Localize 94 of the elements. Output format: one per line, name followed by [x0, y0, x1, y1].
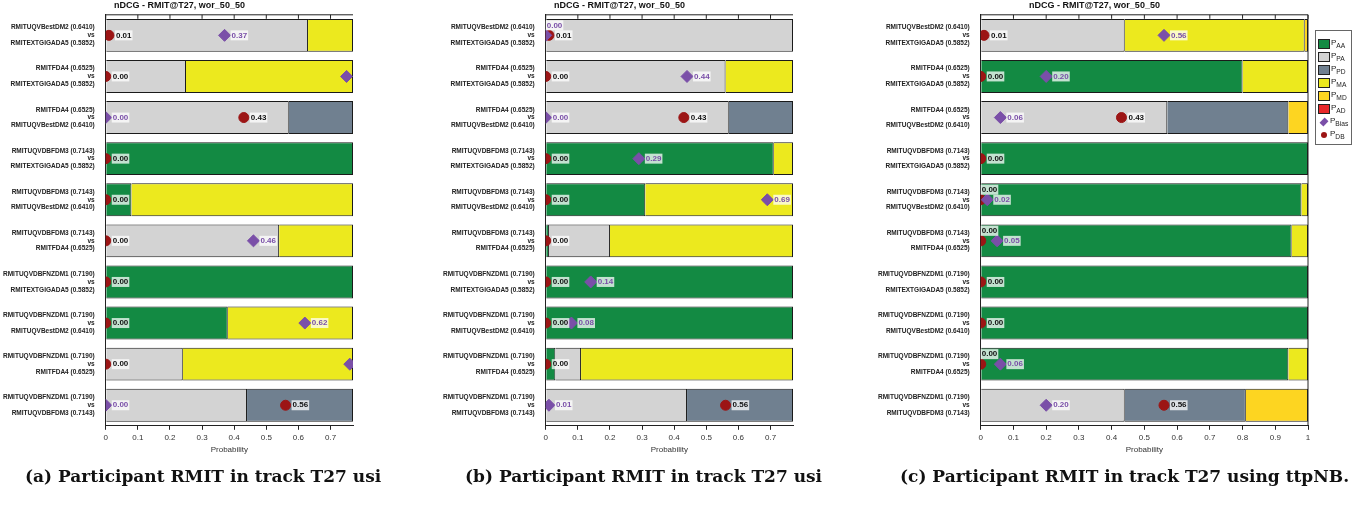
chart-title: nDCG - RMIT@T27, wor_50_50 — [1029, 0, 1160, 10]
x-tick-label: 0.5 — [1138, 432, 1151, 442]
x-tick-label: 1 — [1305, 432, 1311, 442]
data-label: 0.56 — [1171, 30, 1188, 40]
x-axis-title: Probability — [650, 445, 689, 455]
data-label: 0.01 — [991, 30, 1008, 40]
chart-title: nDCG - RMIT@T27, wor_50_50 — [114, 0, 245, 10]
data-label: 0.62 — [311, 318, 328, 328]
data-label: 0.02 — [994, 194, 1011, 204]
data-label: 0.06 — [1007, 359, 1024, 369]
data-label: 0.00 — [112, 400, 129, 410]
x-tick-label: 0.7 — [1204, 432, 1216, 442]
x-tick-label: 0.1 — [1007, 432, 1020, 442]
data-label: 0.00 — [987, 318, 1004, 328]
data-label: 0.00 — [112, 236, 129, 246]
data-label: 0.08 — [578, 318, 595, 328]
chart-title: nDCG - RMIT@T27, wor_50_50 — [554, 0, 685, 10]
legend-label: P$_{PD}$ — [1331, 64, 1346, 75]
x-tick-label: 0.7 — [324, 432, 337, 442]
data-label: 0.00 — [981, 226, 998, 236]
x-tick-label: 0.3 — [636, 432, 649, 442]
data-label: 0.00 — [552, 236, 569, 246]
x-tick-label: 0.6 — [732, 432, 745, 442]
data-label: 0.00 — [112, 277, 129, 287]
x-tick-label: 0.6 — [292, 432, 305, 442]
data-label: 0.00 — [987, 153, 1004, 163]
data-label: 0.69 — [774, 194, 791, 204]
data-label: 0.37 — [231, 30, 248, 40]
x-tick-label: 0.5 — [260, 432, 273, 442]
x-tick-label: 0.2 — [1040, 432, 1053, 442]
data-label: 0.20 — [1053, 71, 1070, 81]
data-label: 0.00 — [552, 153, 569, 163]
x-tick-label: 0.2 — [164, 432, 177, 442]
data-label: 0.43 — [690, 112, 707, 122]
data-label: 0.00 — [112, 71, 129, 81]
data-label: 0.01 — [115, 30, 133, 40]
x-tick-label: 0.7 — [764, 432, 777, 442]
data-label: 0.14 — [597, 277, 614, 287]
data-label: 0.00 — [552, 359, 569, 369]
data-label: 0.00 — [112, 153, 129, 163]
data-label: 0.44 — [694, 71, 711, 81]
data-label: 0.00 — [112, 112, 129, 122]
data-label: 0.00 — [112, 359, 129, 369]
data-label: 0.00 — [987, 277, 1004, 287]
text: (c) Participant RMIT in track T27 using ttpNB. — [900, 466, 1350, 486]
x-tick-label: 0.1 — [132, 432, 144, 442]
x-axis-title: Probability — [210, 445, 249, 455]
x-axis-title: Probability — [1125, 445, 1164, 455]
legend-label: P$_{Bias}$ — [1330, 116, 1349, 127]
x-tick-label: 0.5 — [700, 432, 713, 442]
legend-label: P$_{MA}$ — [1331, 77, 1347, 88]
data-label: 0.43 — [250, 112, 267, 122]
x-tick-label: 0 — [103, 432, 109, 442]
x-tick-label: 0.8 — [1236, 432, 1249, 442]
x-tick-label: 0.3 — [196, 432, 209, 442]
text: (b) Participant RMIT in track T27 usi — [465, 466, 823, 486]
data-label: 0.00 — [987, 71, 1004, 81]
legend-label: P$_{MD}$ — [1331, 90, 1347, 101]
data-label: 0.00 — [552, 277, 569, 287]
data-label: 0.05 — [1004, 236, 1021, 246]
data-label: 0.00 — [552, 112, 569, 122]
data-label: 0.56 — [732, 400, 749, 410]
data-label: 0.20 — [1053, 400, 1070, 410]
x-tick-label: 0.4 — [228, 432, 241, 442]
data-label: 0.00 — [552, 194, 569, 204]
data-label: 0.56 — [292, 400, 309, 410]
text: (a) Participant RMIT in track T27 usi — [25, 466, 382, 486]
data-label: 0.56 — [1171, 400, 1188, 410]
legend-label: P$_{PA}$ — [1331, 51, 1345, 62]
data-label: 0.00 — [112, 318, 129, 328]
data-label: 0.46 — [260, 236, 277, 246]
data-label: 0.00 — [112, 194, 129, 204]
data-label: 0.00 — [552, 318, 569, 328]
data-label: 0.29 — [645, 153, 662, 163]
data-label: 0.01 — [555, 30, 573, 40]
x-tick-label: 0.1 — [572, 432, 584, 442]
x-tick-label: 0.2 — [604, 432, 617, 442]
legend-label: P$_{AD}$ — [1331, 103, 1346, 114]
x-tick-label: 0.9 — [1269, 432, 1282, 442]
x-tick-label: 0.4 — [668, 432, 681, 442]
data-label: 0.01 — [555, 400, 573, 410]
x-tick-label: 0.4 — [1106, 432, 1118, 442]
data-label: 0.00 — [981, 184, 998, 194]
data-label: 0.43 — [1128, 112, 1145, 122]
data-label: 0.00 — [552, 71, 569, 81]
x-tick-label: 0.6 — [1171, 432, 1184, 442]
data-label: 0.00 — [981, 349, 998, 359]
x-tick-label: 0 — [978, 432, 984, 442]
data-label: 0.06 — [1007, 112, 1024, 122]
x-tick-label: 0.3 — [1073, 432, 1086, 442]
legend-label: P$_{DB}$ — [1330, 129, 1345, 140]
legend-label: P$_{AA}$ — [1331, 38, 1346, 49]
x-tick-label: 0 — [543, 432, 549, 442]
data-label: 0.00 — [546, 20, 563, 30]
